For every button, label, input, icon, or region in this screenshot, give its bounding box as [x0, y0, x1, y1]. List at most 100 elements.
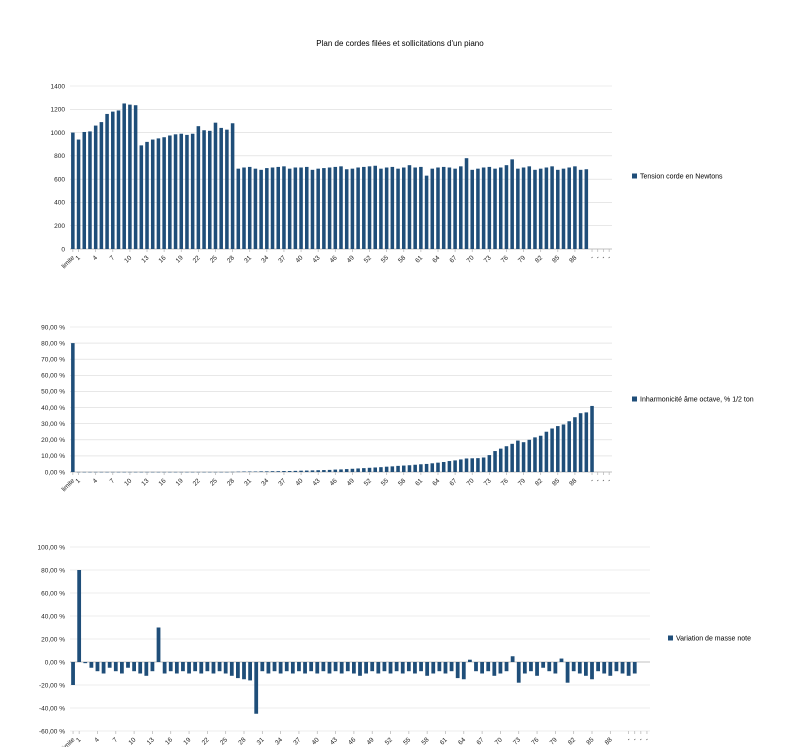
mass-variation-bar: [83, 662, 88, 664]
inharmonicity-bar: [538, 435, 543, 472]
mass-variation-bar: [162, 662, 167, 674]
mass-variation-ytick-label: -60,00 %: [39, 728, 65, 735]
mass-variation-xtick-label: 52: [384, 736, 394, 746]
tension-xtick-label: 28: [226, 254, 236, 264]
inharmonicity-bar: [350, 468, 355, 472]
mass-variation-bar: [394, 662, 399, 672]
tension-ytick-label: 1400: [51, 83, 66, 90]
inharmonicity-ytick-label: 70,00 %: [41, 357, 65, 364]
inharmonicity-xtick-label: 55: [380, 477, 390, 487]
mass-variation-bar: [254, 662, 259, 714]
inharmonicity-xtick-label: 28: [226, 477, 236, 487]
mass-variation-bar: [480, 662, 484, 674]
mass-variation-bar: [510, 656, 515, 662]
inharmonicity-xtick-label: 37: [277, 477, 287, 487]
inharmonicity-xtick-label: 34: [260, 477, 270, 487]
tension-bar: [287, 168, 292, 249]
mass-variation-bar: [345, 662, 350, 672]
tension-xtick-label: 4: [92, 254, 100, 262]
tension-bar: [105, 113, 109, 249]
mass-variation-bar: [120, 662, 124, 674]
mass-variation-xtick-label: 22: [201, 736, 211, 746]
inharmonicity-bar: [344, 469, 349, 472]
inharmonicity-xtick-label: -: [606, 477, 612, 483]
tension-bar: [168, 135, 172, 249]
mass-variation-bar: [95, 662, 100, 672]
inharmonicity-bar: [550, 428, 554, 472]
tension-bar: [367, 166, 372, 249]
inharmonicity-xtick-label: 76: [500, 477, 510, 487]
inharmonicity-xtick-label: 88: [568, 477, 578, 487]
mass-variation-legend-label: Variation de masse note: [676, 636, 751, 643]
tension-ytick-label: 1000: [51, 130, 66, 137]
mass-variation-bar: [614, 662, 619, 672]
inharmonicity-bar: [362, 468, 366, 472]
mass-variation-bar: [370, 662, 375, 672]
mass-variation-xtick-label: 88: [604, 736, 614, 746]
tension-xtick-label: 16: [157, 254, 167, 264]
inharmonicity-bar: [573, 417, 577, 472]
inharmonicity-bar: [567, 421, 571, 472]
mass-variation-bar: [278, 662, 283, 674]
inharmonicity-xtick-label: 85: [551, 477, 561, 487]
mass-variation-bar: [577, 662, 582, 674]
inharmonicity-xtick-label: 70: [466, 477, 476, 487]
mass-variation-xtick-label: 79: [549, 736, 559, 746]
mass-variation-bar: [321, 662, 326, 672]
inharmonicity-xtick-label: 31: [243, 477, 253, 487]
tension-bar: [111, 111, 115, 249]
inharmonicity-bar: [384, 466, 389, 472]
mass-variation-ytick-label: 80,00 %: [41, 567, 65, 574]
mass-variation-xtick-label: 76: [530, 736, 540, 746]
tension-bar: [356, 167, 360, 249]
tension-bar: [150, 139, 155, 249]
inharmonicity-bar: [447, 461, 452, 472]
inharmonicity-xtick-label: 64: [431, 477, 441, 487]
mass-variation-xtick-label: 34: [274, 736, 284, 746]
inharmonicity-bar: [265, 471, 269, 472]
inharmonicity-bar: [259, 471, 263, 472]
mass-variation-bar: [248, 662, 252, 681]
mass-variation-bar: [333, 662, 338, 672]
inharmonicity-bar: [430, 463, 435, 472]
mass-variation-bar: [382, 662, 387, 672]
inharmonicity-bar: [510, 443, 514, 472]
mass-variation-bar: [199, 662, 204, 674]
inharmonicity-bar: [316, 470, 320, 472]
inharmonicity-xtick-label: 1: [74, 477, 82, 485]
tension-bar: [447, 167, 452, 249]
inharmonicity-bar: [304, 470, 309, 472]
mass-variation-bar: [602, 662, 607, 674]
tension-bar: [196, 126, 201, 249]
mass-variation-xtick-label: 85: [585, 736, 595, 746]
mass-variation-bar: [461, 662, 466, 680]
tension-xtick-label: 61: [414, 254, 424, 264]
inharmonicity-ytick-label: 50,00 %: [41, 389, 65, 396]
inharmonicity-xtick-label: 52: [363, 477, 373, 487]
tension-bar: [379, 168, 383, 249]
inharmonicity-bar: [396, 465, 400, 472]
mass-variation-bar: [553, 662, 558, 674]
tension-xtick-label: -: [589, 254, 595, 260]
mass-variation-bar: [113, 662, 118, 672]
tension-bar: [516, 168, 520, 249]
inharmonicity-bar: [373, 467, 378, 472]
mass-variation-bar: [376, 662, 381, 674]
tension-bar: [156, 138, 161, 249]
mass-variation-ytick-label: -40,00 %: [39, 705, 65, 712]
mass-variation-bar: [339, 662, 344, 674]
mass-variation-bar: [547, 662, 552, 672]
mass-variation-xtick-label: 31: [256, 736, 266, 746]
tension-ytick-label: 800: [54, 153, 65, 160]
tension-bar: [247, 166, 252, 249]
mass-variation-bar: [413, 662, 417, 674]
mass-variation-bar: [584, 662, 588, 676]
tension-xtick-label: 31: [243, 254, 253, 264]
tension-xtick-label: 79: [517, 254, 527, 264]
mass-variation-bar: [620, 662, 625, 674]
inharmonicity-bar: [367, 467, 372, 472]
tension-bar: [538, 168, 543, 249]
mass-variation-bar: [144, 662, 149, 676]
inharmonicity-bar: [413, 464, 417, 472]
tension-bar: [145, 141, 149, 249]
